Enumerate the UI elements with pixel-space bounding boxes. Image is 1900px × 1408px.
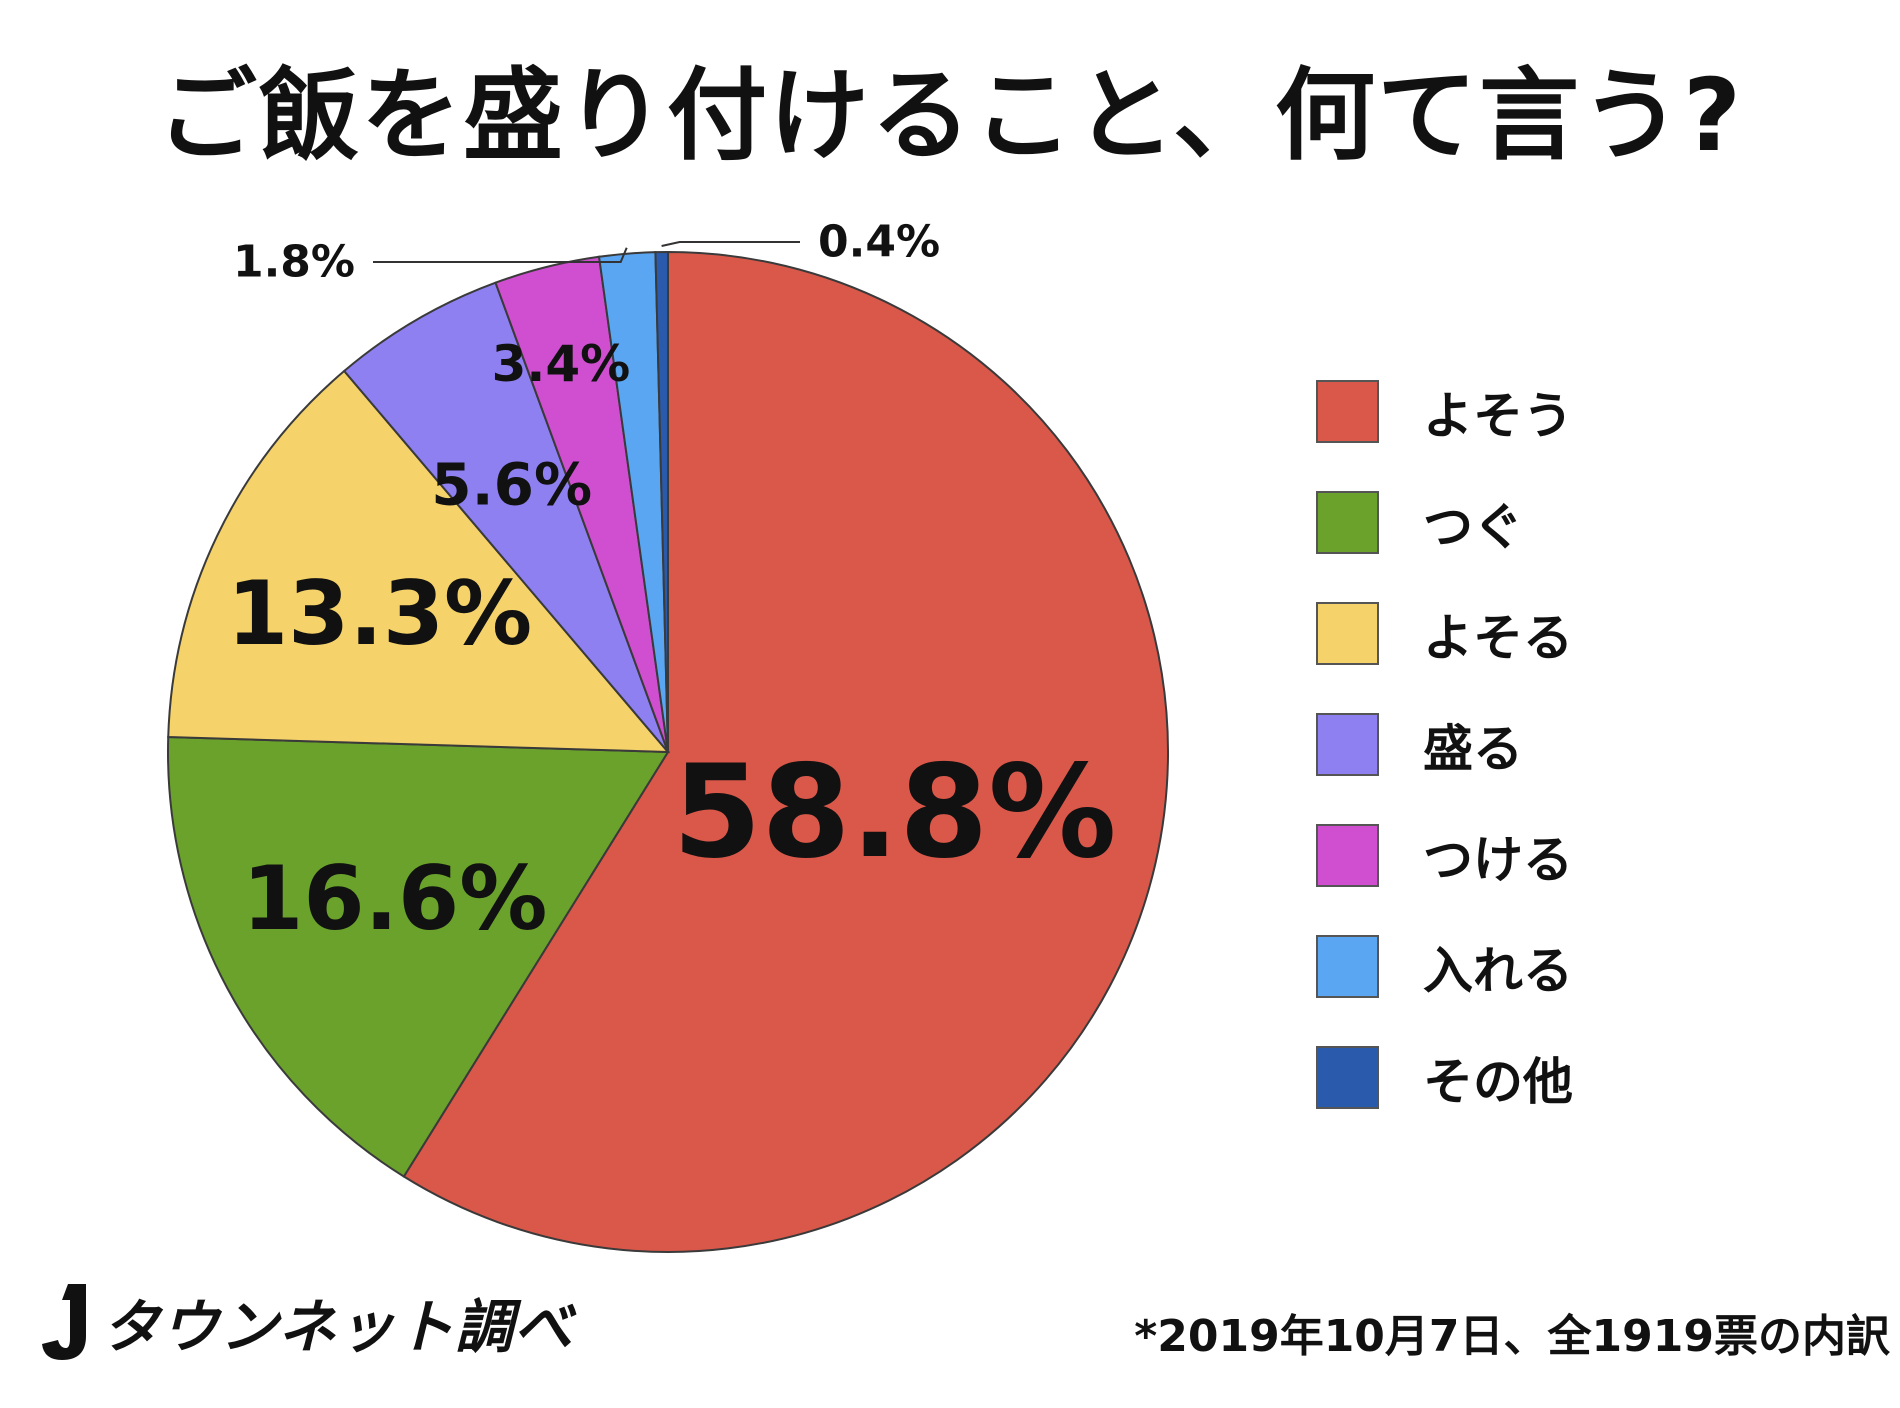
- legend-swatch: [1316, 1046, 1379, 1109]
- pie-slice-その他: [654, 250, 669, 753]
- pie-slice-つぐ: [167, 736, 670, 1178]
- source-credit: タウンネット調べ: [38, 1278, 573, 1364]
- slice-value-label: 16.6%: [242, 847, 547, 950]
- legend-label: よそう: [1423, 386, 1573, 445]
- legend-label: 盛る: [1423, 719, 1523, 778]
- legend-item: 入れる: [1316, 911, 1573, 1022]
- legend-label: 入れる: [1423, 941, 1573, 1000]
- slice-value-label: 1.8%: [233, 237, 355, 288]
- slice-value-label: 13.3%: [227, 562, 532, 665]
- legend-item: その他: [1316, 1022, 1573, 1133]
- legend-item: つぐ: [1316, 467, 1573, 578]
- leader-line: [373, 247, 628, 263]
- legend-label: つぐ: [1423, 497, 1523, 556]
- source-text: タウンネット調べ: [102, 1293, 573, 1361]
- legend-swatch: [1316, 824, 1379, 887]
- legend-item: 盛る: [1316, 689, 1573, 800]
- legend-item: よそる: [1316, 578, 1573, 689]
- pie-slice-盛る: [342, 281, 669, 753]
- slice-value-label: 58.8%: [672, 738, 1116, 887]
- legend-swatch: [1316, 935, 1379, 998]
- legend-label: よそる: [1423, 608, 1573, 667]
- slice-value-label: 3.4%: [492, 335, 631, 393]
- pie-slice-よそう: [402, 250, 1169, 1253]
- chart-title: ご飯を盛り付けること、何て言う?: [156, 57, 1743, 174]
- legend-swatch: [1316, 713, 1379, 776]
- legend: よそうつぐよそる盛るつける入れるその他: [1316, 356, 1573, 1133]
- slice-value-label: 0.4%: [818, 217, 940, 268]
- pie-slice-よそる: [167, 369, 671, 754]
- legend-swatch: [1316, 602, 1379, 665]
- legend-label: つける: [1423, 830, 1573, 889]
- j-logo-mark: [42, 1284, 86, 1360]
- footnote: *2019年10月7日、全1919票の内訳: [1134, 1311, 1890, 1362]
- slice-value-label: 5.6%: [431, 450, 592, 518]
- legend-item: よそう: [1316, 356, 1573, 467]
- legend-swatch: [1316, 380, 1379, 443]
- legend-item: つける: [1316, 800, 1573, 911]
- legend-swatch: [1316, 491, 1379, 554]
- leader-line: [661, 241, 800, 247]
- legend-label: その他: [1423, 1052, 1573, 1111]
